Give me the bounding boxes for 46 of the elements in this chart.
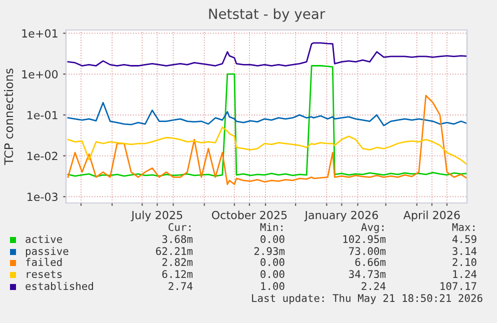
y-tick-label: 1e+01 [22,29,58,38]
legend-label: established [26,282,94,290]
text: 0.00 [260,235,284,244]
x-tick-label: January 2026 [304,210,378,222]
legend-label: active [26,234,62,244]
text: 1.00 [261,282,284,290]
text: 4.59 [452,235,476,244]
text: Avg: [361,223,384,234]
chart-title: Netstat - by year [209,8,326,22]
text: 34.73m [349,270,386,278]
text: 2.82m [162,258,193,266]
text: Max: [452,223,474,232]
text: 2.10 [452,258,476,266]
legend-label: failed [26,258,62,266]
line-series [67,94,467,186]
x-tick-label: July 2025 [130,210,182,222]
line-series [67,126,467,166]
text: 107.17 [440,282,476,290]
text: 6.66m [355,258,386,266]
y-axis-title: TCP connections [4,68,14,165]
text: 102.95m [343,235,386,244]
x-tick-label: October 2025 [212,210,287,220]
text: 1.24 [453,270,477,278]
text: 2.24 [362,282,386,290]
text: 2.74 [168,282,193,290]
text: Min: [260,222,282,231]
text: 3.14 [452,247,477,256]
text: Last update: Thu May 21 18:50:21 2026 [252,294,482,304]
text: 0.00 [260,258,284,266]
text: 0.00 [260,270,284,278]
text: 73.00m [349,247,386,256]
text: 3.68m [162,235,193,244]
text: 6.12m [162,270,193,278]
legend-label: resets [26,270,62,278]
y-tick-label: 1e-03 [28,192,58,202]
line-series [67,102,467,126]
line-series [67,42,467,66]
text: 62.21m [156,247,193,256]
y-tick-label: 1e-02 [28,152,58,160]
y-tick-label: 1e+00 [22,70,58,78]
line-series [67,65,467,178]
y-tick-label: 1e-01 [28,110,58,120]
legend-label: passive [26,246,68,258]
x-tick-label: April 2026 [403,210,460,222]
text: Cur: [168,223,190,232]
text: 2.93m [254,247,285,256]
